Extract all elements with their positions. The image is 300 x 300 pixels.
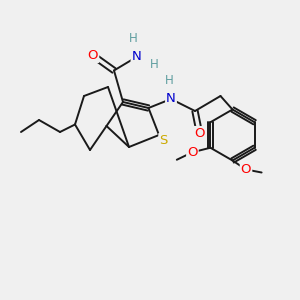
Text: H: H — [165, 74, 174, 88]
Text: S: S — [159, 134, 168, 147]
Text: O: O — [241, 163, 251, 176]
Text: O: O — [187, 146, 198, 159]
Text: N: N — [166, 92, 176, 106]
Text: N: N — [132, 50, 141, 64]
Text: H: H — [150, 58, 159, 71]
Text: O: O — [194, 127, 205, 140]
Text: H: H — [129, 32, 138, 46]
Text: O: O — [88, 49, 98, 62]
